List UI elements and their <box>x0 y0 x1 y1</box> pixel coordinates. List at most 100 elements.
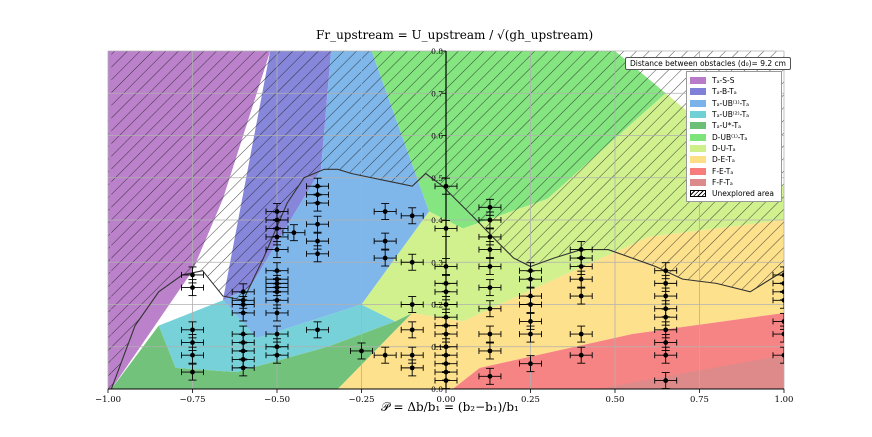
data-point <box>654 372 678 389</box>
data-point <box>434 296 458 313</box>
legend-item: D-U-Tₐ <box>690 143 778 154</box>
data-point <box>181 363 204 381</box>
data-point <box>373 249 397 267</box>
legend-swatch <box>690 156 706 164</box>
legend-item: F-F-Tₐ <box>690 177 778 188</box>
data-point <box>772 325 784 343</box>
data-point <box>772 274 784 292</box>
data-point <box>654 334 678 351</box>
legend-item: Tₐ-U*-Tₐ <box>690 120 778 131</box>
legend-label: Tₐ-UB⁽¹⁾-Tₐ <box>712 98 750 108</box>
data-point <box>772 283 784 301</box>
x-tick-label: 1.00 <box>775 395 794 405</box>
region <box>598 355 784 389</box>
data-point <box>400 321 424 339</box>
legend-label: F-F-Tₐ <box>712 177 733 187</box>
legend-item: D-UB⁽¹⁾-Tₐ <box>690 131 778 142</box>
data-point <box>231 283 255 301</box>
data-point <box>569 325 593 343</box>
data-points <box>181 177 784 389</box>
data-point <box>231 325 255 343</box>
y-tick-label: 0.7 <box>431 89 443 98</box>
y-tick-label: 0.6 <box>431 132 443 141</box>
legend-item: Tₐ-UB⁽²⁾-Tₐ <box>690 109 778 120</box>
x-tick-label: 0.00 <box>437 395 456 405</box>
data-point <box>434 177 458 195</box>
data-point <box>400 296 424 313</box>
legend-item: Tₐ-UB⁽¹⁾-Tₐ <box>690 98 778 109</box>
data-point <box>265 262 289 280</box>
data-point <box>478 198 502 216</box>
data-point <box>772 346 784 364</box>
y-tick-label: 0.1 <box>431 343 443 352</box>
legend-swatch <box>690 88 706 96</box>
data-point <box>772 266 784 284</box>
legend-label: Tₐ-B-Tₐ <box>712 87 737 97</box>
x-tick-label: −0.75 <box>179 395 205 405</box>
data-point <box>373 232 397 250</box>
legend-swatch <box>690 167 706 175</box>
data-point <box>434 274 458 292</box>
data-point <box>350 342 373 360</box>
legend-item: D-E-Tₐ <box>690 154 778 165</box>
x-tick-label: 0.75 <box>690 395 709 405</box>
data-point <box>478 228 502 246</box>
legend-label: D-UB⁽¹⁾-Tₐ <box>712 132 748 142</box>
data-point <box>519 287 542 305</box>
region <box>452 312 784 389</box>
data-point <box>569 346 593 364</box>
legend-label: Tₐ-UB⁽²⁾-Tₐ <box>712 110 750 120</box>
legend-label: D-U-Tₐ <box>712 143 736 153</box>
data-point <box>519 262 542 280</box>
data-point <box>478 300 502 318</box>
data-point <box>265 241 289 259</box>
data-point <box>265 203 289 221</box>
legend-swatch <box>690 190 706 198</box>
legend-item: F-E-Tₐ <box>690 165 778 176</box>
x-axis-title: 𝒫 = Δb/b₁ = (b₂−b₁)/b₁ <box>381 400 519 414</box>
legend-item: Tₐ-S-S <box>690 75 778 86</box>
data-point <box>478 367 502 385</box>
legend-label: D-E-Tₐ <box>712 155 735 165</box>
legend-item: Unexplored area <box>690 188 778 199</box>
legend-swatch <box>690 122 706 130</box>
legend-label: Tₐ-U*-Tₐ <box>712 121 742 131</box>
y-tick-label: 0.4 <box>431 216 443 225</box>
data-point <box>373 203 397 221</box>
data-point <box>306 215 330 233</box>
data-point <box>772 312 784 330</box>
legend-label: Tₐ-S-S <box>712 76 735 86</box>
y-tick-label: 0.2 <box>431 301 443 310</box>
data-point <box>434 283 458 301</box>
data-point <box>478 211 502 229</box>
distance-annotation: Distance between obstacles (d₀)= 9.2 cm <box>625 57 791 70</box>
x-tick-label: 0.25 <box>521 395 540 405</box>
data-point <box>306 177 330 195</box>
data-point <box>434 219 458 237</box>
x-tick-label: −0.25 <box>348 395 374 405</box>
y-tick-label: 0.8 <box>431 47 443 56</box>
data-point <box>654 262 678 280</box>
boundary-line <box>110 168 784 389</box>
legend-label: F-E-Tₐ <box>712 166 734 176</box>
boundary-curve <box>110 168 784 389</box>
legend-swatch <box>690 99 706 107</box>
x-tick-label: −0.50 <box>264 395 290 405</box>
data-point <box>654 274 678 292</box>
data-point <box>400 253 424 271</box>
legend: Tₐ-S-S Tₐ-B-Tₐ Tₐ-UB⁽¹⁾-Tₐ Tₐ-UB⁽²⁾-Tₐ Tₐ-U*… <box>686 71 782 203</box>
data-point <box>478 342 502 360</box>
data-point <box>400 346 424 364</box>
x-tick-label: −1.00 <box>95 395 121 405</box>
data-point <box>519 355 542 373</box>
y-tick-label: 0.0 <box>431 385 443 394</box>
region <box>111 312 413 389</box>
legend-swatch <box>690 144 706 152</box>
data-point <box>231 304 255 322</box>
data-point <box>265 325 289 343</box>
y-axis-title: Fr_upstream = U_upstream / √(gh_upstream… <box>316 28 594 42</box>
legend-swatch <box>690 77 706 85</box>
data-point <box>478 279 502 297</box>
data-point <box>181 321 204 339</box>
